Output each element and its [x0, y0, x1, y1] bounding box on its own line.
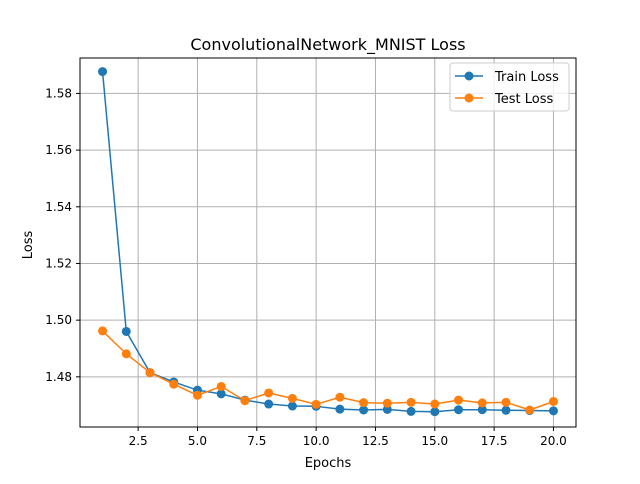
data-point-test-loss: [216, 381, 226, 391]
data-point-test-loss: [264, 388, 274, 398]
data-point-test-loss: [98, 326, 108, 336]
x-tick-label: 7.5: [247, 434, 266, 448]
legend-label-train-loss: Train Loss: [494, 70, 559, 85]
x-tick-label: 15.0: [421, 434, 448, 448]
data-point-test-loss: [454, 395, 464, 405]
x-tick-label: 12.5: [362, 434, 389, 448]
data-point-test-loss: [501, 397, 511, 407]
data-point-train-loss: [430, 407, 440, 417]
legend: Train Loss Test Loss: [449, 62, 570, 112]
y-tick-label: 1.48: [45, 370, 72, 384]
x-tick-label: 10.0: [303, 434, 330, 448]
data-point-test-loss: [311, 399, 321, 409]
data-point-train-loss: [121, 326, 131, 336]
x-tick-label: 20.0: [540, 434, 567, 448]
y-tick-label: 1.58: [45, 86, 72, 100]
x-tick-label: 5.0: [188, 434, 207, 448]
data-point-test-loss: [406, 397, 416, 407]
data-point-train-loss: [501, 405, 511, 415]
data-point-test-loss: [145, 368, 155, 378]
data-point-train-loss: [454, 405, 464, 415]
data-point-train-loss: [216, 389, 226, 399]
data-point-test-loss: [335, 392, 345, 402]
y-axis-label: Loss: [21, 231, 36, 260]
x-tick-label: 2.5: [129, 434, 148, 448]
legend-box: [449, 62, 570, 112]
data-point-train-loss: [287, 401, 297, 411]
x-tick-label: 17.5: [481, 434, 508, 448]
data-point-test-loss: [382, 398, 392, 408]
data-point-test-loss: [477, 398, 487, 408]
data-point-train-loss: [264, 399, 274, 409]
data-point-train-loss: [406, 406, 416, 416]
y-tick-label: 1.52: [45, 256, 72, 270]
data-point-train-loss: [359, 405, 369, 415]
legend-label-test-loss: Test Loss: [494, 92, 553, 107]
plot-area-frame: [79, 57, 577, 428]
chart-title: ConvolutionalNetwork_MNIST Loss: [190, 35, 465, 55]
data-point-test-loss: [548, 396, 558, 406]
legend-entry-test-loss: Test Loss: [455, 92, 553, 107]
data-series: [98, 67, 558, 417]
legend-marker-train-loss: [464, 71, 474, 81]
data-point-test-loss: [359, 398, 369, 408]
data-point-train-loss: [477, 405, 487, 415]
data-point-test-loss: [121, 349, 131, 359]
data-point-train-loss: [382, 404, 392, 414]
data-point-train-loss: [98, 67, 108, 77]
data-point-train-loss: [548, 406, 558, 416]
data-point-test-loss: [525, 405, 535, 415]
y-tick-label: 1.56: [45, 143, 72, 157]
data-point-test-loss: [287, 393, 297, 403]
data-point-test-loss: [192, 390, 202, 400]
data-point-test-loss: [240, 396, 250, 406]
x-axis-ticks: 2.5 5.0 7.5 10.0 12.5 15.0 17.5 20.0: [129, 427, 567, 448]
x-axis-label: Epochs: [305, 456, 352, 471]
y-tick-label: 1.54: [45, 200, 72, 214]
data-point-test-loss: [169, 379, 179, 389]
y-tick-label: 1.50: [45, 313, 72, 327]
legend-marker-test-loss: [464, 93, 474, 103]
data-point-train-loss: [335, 404, 345, 414]
data-point-test-loss: [430, 399, 440, 409]
y-axis-ticks: 1.48 1.50 1.52 1.54 1.56 1.58: [45, 86, 80, 384]
legend-entry-train-loss: Train Loss: [455, 70, 559, 85]
